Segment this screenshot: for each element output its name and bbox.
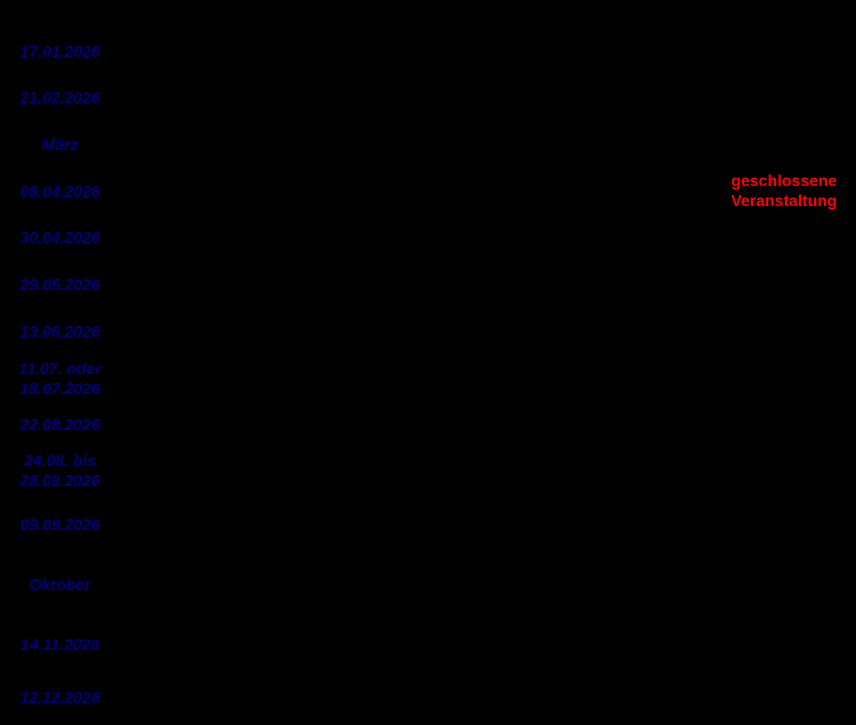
schedule-date: 11.07. oder 18.07.2026 <box>18 361 102 398</box>
schedule-date: 29.05.2026 <box>19 277 101 294</box>
closed-event-note: geschlossene Veranstaltung <box>731 173 837 210</box>
schedule-date: 14.11.2026 <box>20 637 100 654</box>
schedule-month: Oktober <box>29 577 91 594</box>
schedule-date: 22.08.2026 <box>19 417 101 434</box>
schedule-date: 09.09.2026 <box>19 517 101 534</box>
schedule-date: 21.02.2026 <box>19 90 101 107</box>
schedule-date: 08.04.2026 <box>19 184 101 201</box>
schedule-date: 24.08. bis 28.08.2026 <box>19 453 101 490</box>
schedule-date: 12.12.2026 <box>19 690 101 707</box>
schedule-date: 30.04.2026 <box>19 230 101 247</box>
schedule-month: März <box>41 137 79 154</box>
schedule-date: 13.06.2026 <box>19 324 101 341</box>
schedule-date: 17.01.2026 <box>19 44 101 61</box>
